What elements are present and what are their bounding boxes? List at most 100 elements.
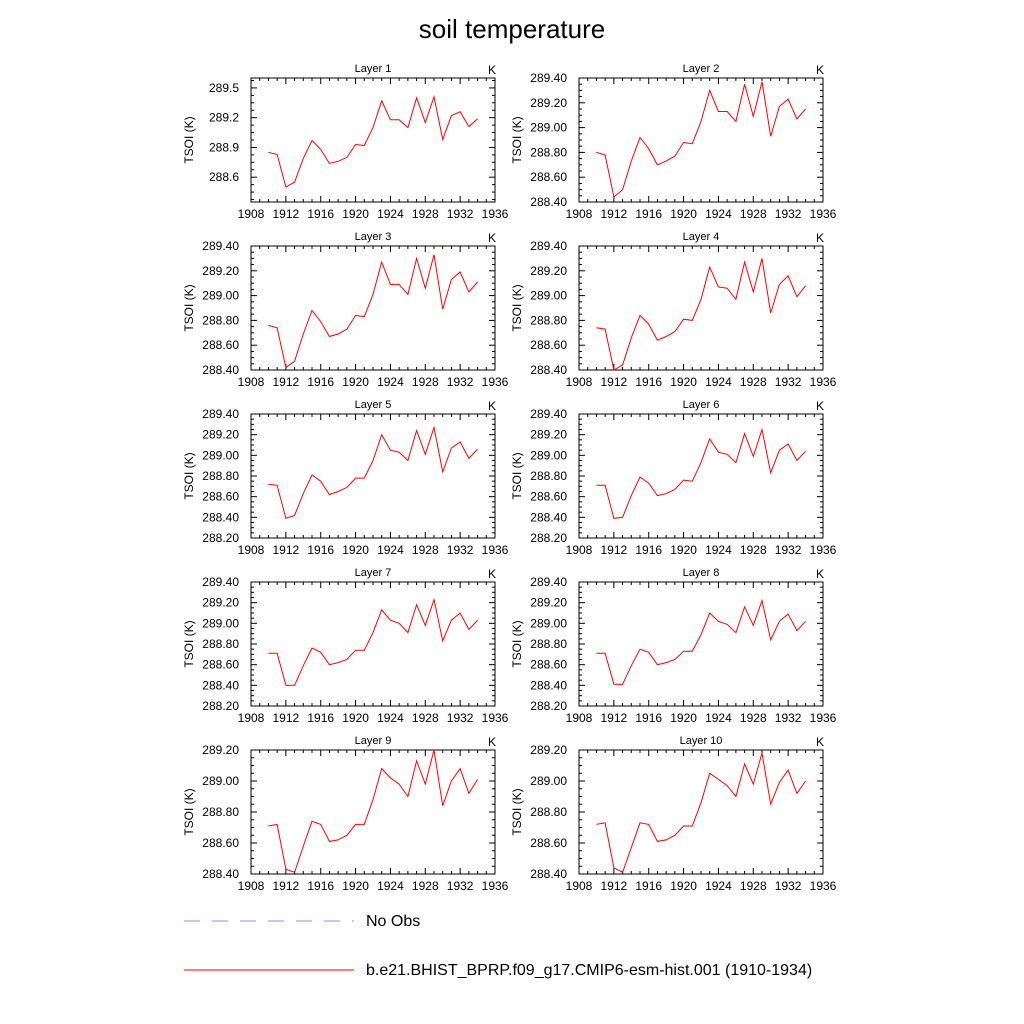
x-tick-label: 1908 bbox=[238, 711, 265, 725]
x-tick-label: 1908 bbox=[238, 375, 265, 389]
x-tick-label: 1920 bbox=[342, 543, 369, 557]
y-tick-label: 289.00 bbox=[530, 289, 567, 303]
y-tick-label: 289.20 bbox=[530, 428, 567, 442]
y-tick-label: 289.00 bbox=[202, 448, 239, 462]
panel-layer-4: 1908 1912 1916 1920 1924 1928 1932 1936 288.40 28… bbox=[510, 231, 837, 389]
y-tick-label: 288.40 bbox=[530, 867, 567, 881]
x-tick-label: 1932 bbox=[447, 207, 474, 221]
x-tick-label: 1928 bbox=[412, 879, 439, 893]
plot-frame bbox=[250, 749, 496, 875]
x-tick-label: 1932 bbox=[447, 543, 474, 557]
x-tick-label: 1920 bbox=[342, 879, 369, 893]
x-tick-label: 1912 bbox=[601, 879, 628, 893]
panel-title: Layer 10 bbox=[680, 735, 723, 747]
x-tick-label: 1928 bbox=[740, 879, 767, 893]
x-tick-label: 1932 bbox=[775, 879, 802, 893]
plot-frame bbox=[578, 413, 824, 539]
y-axis-title: TSOI (K) bbox=[182, 620, 196, 667]
x-tick-label: 1916 bbox=[307, 543, 334, 557]
panel-layer-10: 1908 1912 1916 1920 1924 1928 1932 1936 288.40 28… bbox=[510, 735, 837, 893]
y-tick-label: 288.20 bbox=[530, 699, 567, 713]
x-tick-label: 1932 bbox=[447, 375, 474, 389]
y-tick-label: 288.40 bbox=[202, 867, 239, 881]
x-tick-label: 1916 bbox=[307, 375, 334, 389]
legend-model-label: b.e21.BHIST_BPRP.f09_g17.CMIP6-esm-hist.… bbox=[366, 962, 813, 979]
y-tick-label: 288.60 bbox=[202, 338, 239, 352]
y-tick-label: 288.6 bbox=[209, 170, 239, 184]
y-tick-label: 288.40 bbox=[202, 678, 239, 692]
x-tick-label: 1920 bbox=[342, 207, 369, 221]
y-tick-label: 288.80 bbox=[202, 637, 239, 651]
x-tick-label: 1908 bbox=[238, 879, 265, 893]
plot-frame bbox=[578, 245, 824, 371]
panel-title: Layer 4 bbox=[683, 231, 720, 243]
x-tick-label: 1908 bbox=[566, 879, 593, 893]
x-tick-label: 1936 bbox=[482, 375, 509, 389]
x-tick-label: 1924 bbox=[705, 375, 732, 389]
x-tick-label: 1912 bbox=[601, 711, 628, 725]
x-tick-label: 1916 bbox=[307, 879, 334, 893]
panel-layer-9: 1908 1912 1916 1920 1924 1928 1932 1936 288.40 28… bbox=[182, 735, 509, 893]
x-tick-label: 1920 bbox=[670, 543, 697, 557]
y-tick-label: 288.20 bbox=[202, 531, 239, 545]
x-tick-label: 1928 bbox=[740, 207, 767, 221]
y-tick-label: 288.9 bbox=[209, 140, 239, 154]
y-tick-label: 288.80 bbox=[202, 313, 239, 327]
x-tick-label: 1908 bbox=[566, 207, 593, 221]
y-axis-title: TSOI (K) bbox=[510, 116, 524, 163]
y-tick-label: 289.00 bbox=[530, 121, 567, 135]
y-tick-label: 289.40 bbox=[202, 239, 239, 253]
y-tick-label: 289.20 bbox=[530, 264, 567, 278]
x-tick-label: 1908 bbox=[238, 207, 265, 221]
x-tick-label: 1912 bbox=[601, 543, 628, 557]
y-tick-label: 289.40 bbox=[530, 575, 567, 589]
panel-title: Layer 5 bbox=[355, 399, 392, 411]
y-tick-label: 289.40 bbox=[530, 407, 567, 421]
panel-title: Layer 3 bbox=[355, 231, 392, 243]
x-tick-label: 1932 bbox=[775, 711, 802, 725]
y-tick-label: 289.20 bbox=[202, 596, 239, 610]
x-tick-label: 1936 bbox=[810, 543, 837, 557]
x-tick-label: 1932 bbox=[775, 207, 802, 221]
y-axis-title: TSOI (K) bbox=[182, 284, 196, 331]
x-tick-label: 1928 bbox=[740, 375, 767, 389]
x-tick-label: 1916 bbox=[635, 543, 662, 557]
y-tick-label: 289.40 bbox=[530, 239, 567, 253]
x-tick-label: 1908 bbox=[566, 711, 593, 725]
units-label: K bbox=[816, 567, 824, 581]
y-tick-label: 289.2 bbox=[209, 111, 239, 125]
units-label: K bbox=[816, 735, 824, 749]
x-tick-label: 1924 bbox=[705, 879, 732, 893]
x-tick-label: 1928 bbox=[412, 375, 439, 389]
x-tick-label: 1924 bbox=[705, 711, 732, 725]
x-tick-label: 1932 bbox=[447, 879, 474, 893]
y-tick-label: 288.40 bbox=[530, 363, 567, 377]
panel-layer-8: 1908 1912 1916 1920 1924 1928 1932 1936 288.20 28… bbox=[510, 567, 837, 725]
plot-frame bbox=[578, 749, 824, 875]
series-line bbox=[268, 597, 478, 686]
series-line bbox=[596, 752, 807, 874]
panel-layer-1: 1908 1912 1916 1920 1924 1928 1932 1936 288.6 288… bbox=[182, 63, 509, 221]
x-tick-label: 1916 bbox=[307, 711, 334, 725]
plot-frame bbox=[250, 77, 496, 203]
x-tick-label: 1924 bbox=[705, 543, 732, 557]
x-tick-label: 1912 bbox=[601, 207, 628, 221]
y-tick-label: 288.60 bbox=[530, 170, 567, 184]
y-axis-title: TSOI (K) bbox=[510, 284, 524, 331]
y-tick-label: 288.40 bbox=[202, 510, 239, 524]
x-tick-label: 1920 bbox=[670, 879, 697, 893]
figure-title: soil temperature bbox=[418, 14, 606, 44]
legend-model-swatch bbox=[184, 969, 354, 971]
series-line bbox=[268, 749, 479, 874]
series-line bbox=[596, 81, 806, 198]
y-tick-label: 288.80 bbox=[530, 637, 567, 651]
y-tick-label: 288.80 bbox=[202, 469, 239, 483]
x-tick-label: 1912 bbox=[601, 375, 628, 389]
units-label: K bbox=[488, 63, 496, 77]
y-tick-label: 289.00 bbox=[530, 774, 567, 788]
x-tick-label: 1936 bbox=[810, 711, 837, 725]
x-tick-label: 1928 bbox=[740, 711, 767, 725]
y-tick-label: 289.00 bbox=[202, 616, 239, 630]
x-tick-label: 1924 bbox=[377, 711, 404, 725]
x-tick-label: 1916 bbox=[635, 375, 662, 389]
